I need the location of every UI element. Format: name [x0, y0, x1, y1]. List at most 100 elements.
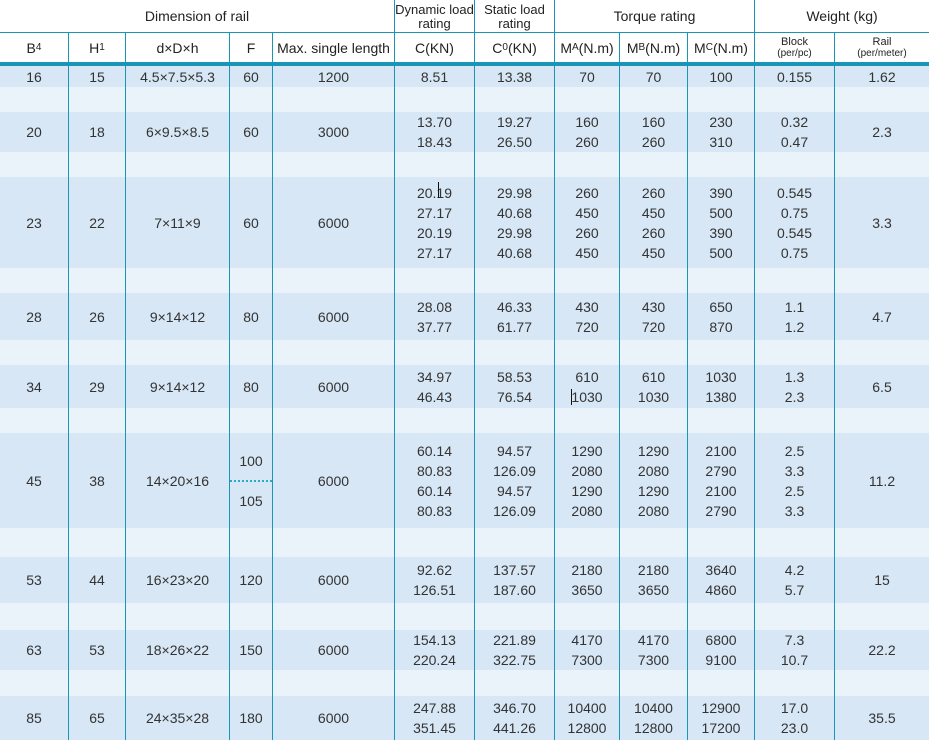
cell-b4: 23	[0, 177, 69, 268]
group-header-dimension: Dimension of rail	[0, 0, 395, 32]
cell-mc: 1030 1380	[688, 365, 755, 408]
table-row: 45 38 14×20×16 100 105 6000 60.14 80.83 …	[0, 433, 929, 528]
cell-mc: 230 310	[688, 112, 755, 152]
cell-dDh: 18×26×22	[126, 630, 230, 670]
cell-dDh: 16×23×20	[126, 557, 230, 603]
cell-ma: 2180 3650	[555, 557, 620, 603]
cell-max-length: 6000	[273, 630, 395, 670]
col-header-c0-unit: (KN)	[507, 39, 537, 56]
text-cursor-artifact	[571, 389, 572, 405]
cell-f: 120	[230, 557, 273, 603]
cell-weight-rail: 15	[874, 572, 890, 588]
col-header-weight-rail: Rail (per/meter)	[835, 33, 929, 62]
table-row: 23 22 7×11×9 60 6000 20.19 27.17 20.19 2…	[0, 177, 929, 268]
cell-h1: 26	[69, 293, 126, 340]
cell-h1: 15	[69, 66, 126, 87]
cell-b4: 16	[0, 66, 69, 87]
cell-h1: 38	[69, 433, 126, 528]
cell-mb: 10400 12800	[620, 696, 688, 740]
col-header-c0: C 0 (KN)	[475, 33, 555, 62]
cell-c0: 137.57 187.60	[475, 557, 555, 603]
col-header-b4-label: B	[26, 39, 36, 56]
cell-mb: 610 1030	[620, 365, 688, 408]
cell-f: 80	[230, 293, 273, 340]
table-row: 63 53 18×26×22 150 6000 154.13 220.24 22…	[0, 630, 929, 670]
cell-f-top-value: 100	[239, 452, 263, 469]
cell-b4: 20	[0, 112, 69, 152]
cell-weight-rail: 2.3	[872, 124, 892, 140]
col-header-mc-unit: (N.m)	[712, 39, 748, 56]
col-header-ma: M A (N.m)	[555, 33, 620, 62]
row-separator	[0, 528, 929, 557]
cell-b4: 63	[0, 630, 69, 670]
cell-dDh: 14×20×16	[126, 433, 230, 528]
table-row: 34 29 9×14×12 80 6000 34.97 46.43 58.53 …	[0, 365, 929, 408]
cell-c: 28.08 37.77	[395, 293, 475, 340]
col-header-f: F	[230, 33, 273, 62]
cell-max-length: 6000	[273, 293, 395, 340]
cell-c0: 94.57 126.09 94.57 126.09	[475, 433, 555, 528]
table-group-header-row: Dimension of rail Dynamic load rating St…	[0, 0, 929, 33]
col-header-dDh: d×D×h	[126, 33, 230, 62]
cell-c: 34.97 46.43	[395, 365, 475, 408]
col-header-max-single-length: Max. single length	[273, 33, 395, 62]
cell-max-length: 1200	[273, 66, 395, 87]
cell-mc: 3640 4860	[688, 557, 755, 603]
cell-max-length: 6000	[273, 557, 395, 603]
cell-h1: 53	[69, 630, 126, 670]
cell-dDh: 4.5×7.5×5.3	[126, 66, 230, 87]
text-cursor-artifact	[438, 182, 439, 198]
cell-mb: 70	[620, 66, 688, 87]
cell-f: 60	[230, 66, 273, 87]
col-header-c0-label: C	[492, 39, 503, 56]
cell-max-length: 6000	[273, 696, 395, 740]
cell-f: 150	[230, 630, 273, 670]
cell-c: 154.13 220.24	[395, 630, 475, 670]
cell-mc: 6800 9100	[688, 630, 755, 670]
cell-b4: 34	[0, 365, 69, 408]
cell-f: 60	[230, 177, 273, 268]
dotted-divider	[230, 479, 272, 482]
cell-mb: 1290 2080 1290 2080	[620, 433, 688, 528]
cell-f: 60	[230, 112, 273, 152]
col-header-mc-label: M	[694, 39, 706, 56]
cell-ma: 430 720	[555, 293, 620, 340]
col-header-block-unit: (per/pc)	[777, 47, 812, 59]
cell-c0: 13.38	[475, 66, 555, 87]
cell-b4: 45	[0, 433, 69, 528]
cell-h1: 44	[69, 557, 126, 603]
cell-c0: 58.53 76.54	[475, 365, 555, 408]
col-header-mb-label: M	[626, 39, 639, 56]
row-separator	[0, 87, 929, 112]
group-header-weight: Weight (kg)	[806, 8, 878, 24]
cell-weight-rail: 1.62	[868, 68, 896, 85]
cell-h1: 18	[69, 112, 126, 152]
table-row: 20 18 6×9.5×8.5 60 3000 13.70 18.43 19.2…	[0, 112, 929, 152]
cell-b4: 28	[0, 293, 69, 340]
cell-h1: 22	[69, 177, 126, 268]
cell-ma-values: 610 1030	[571, 368, 603, 405]
cell-dDh: 24×35×28	[126, 696, 230, 740]
cell-weight-rail: 11.2	[868, 472, 896, 489]
row-separator	[0, 268, 929, 293]
cell-weight-block: 2.5 3.3 2.5 3.3	[755, 433, 835, 528]
col-header-c: C(KN)	[395, 33, 475, 62]
cell-max-length: 3000	[273, 112, 395, 152]
cell-c: 20.19 27.17 20.19 27.17	[395, 177, 475, 268]
cell-h1: 65	[69, 696, 126, 740]
cell-mc: 2100 2790 2100 2790	[688, 433, 755, 528]
cell-max-length: 6000	[273, 433, 395, 528]
col-header-block-label: Block	[781, 35, 808, 48]
col-header-h1-label: H	[89, 39, 100, 56]
cell-max-length: 6000	[273, 365, 395, 408]
cell-mb: 430 720	[620, 293, 688, 340]
cell-f: 180	[230, 696, 273, 740]
cell-b4: 53	[0, 557, 69, 603]
cell-mc: 390 500 390 500	[688, 177, 755, 268]
cell-dDh: 9×14×12	[126, 365, 230, 408]
col-header-rail-label: Rail	[872, 35, 892, 48]
cell-dDh: 7×11×9	[126, 177, 230, 268]
cell-c0: 46.33 61.77	[475, 293, 555, 340]
cell-h1: 29	[69, 365, 126, 408]
